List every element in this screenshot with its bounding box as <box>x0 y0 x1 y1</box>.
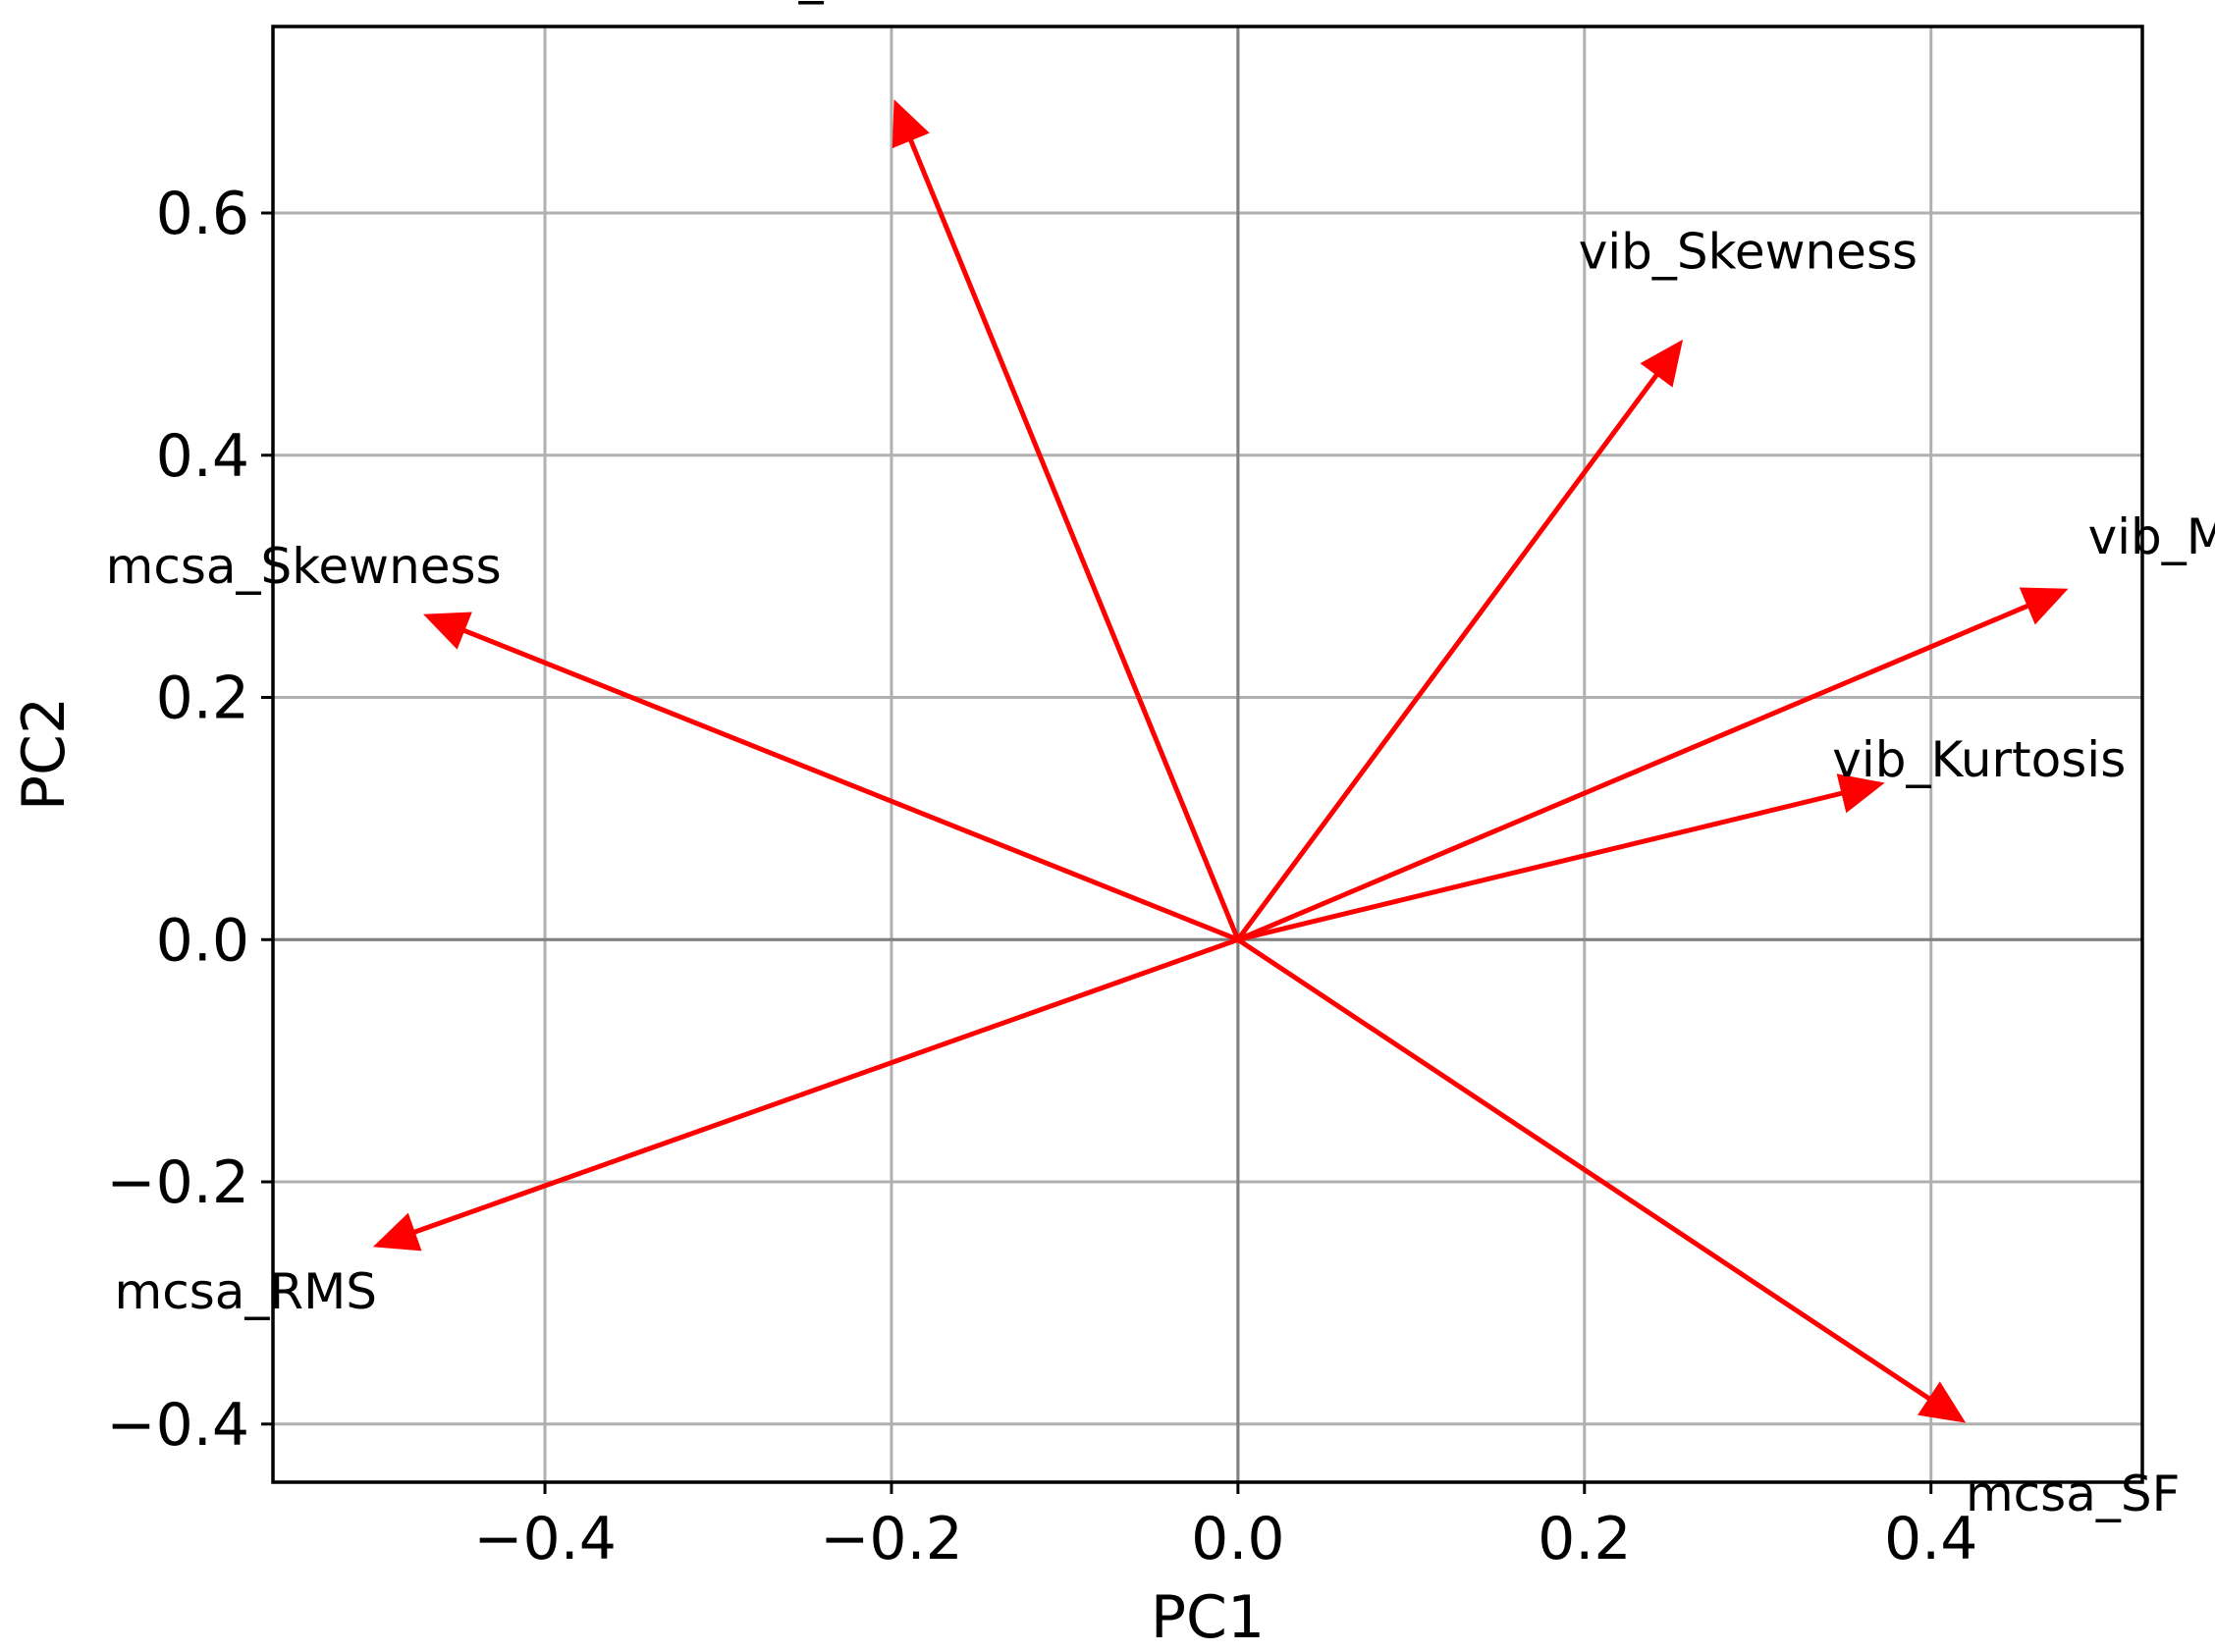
arrow-shaft-mcsa-skewness <box>462 627 1239 942</box>
x-tick-label: −0.2 <box>820 1505 963 1573</box>
vector-label-vib-skewness: vib_Skewness <box>1579 223 1918 280</box>
vector-label-mcsa-skewness: mcsa_Skewness <box>106 538 502 595</box>
plot-frame <box>271 25 2144 1484</box>
arrow-layer <box>372 99 2069 1423</box>
x-tick-label: −0.4 <box>473 1505 617 1573</box>
vector-label-vib-mav: vib_MAV <box>2088 508 2215 565</box>
y-ticks: −0.4 −0.2 0.0 0.2 0.4 0.6 <box>106 180 273 1460</box>
x-tick-label: 0.4 <box>1884 1505 1977 1573</box>
y-tick-label: 0.6 <box>156 180 249 248</box>
vector-label-mcsa-kurtosis: mcsa_Kurtosis <box>669 0 1019 4</box>
x-ticks: −0.4 −0.2 0.0 0.2 0.4 <box>473 1482 1977 1573</box>
arrow-head-vib-skewness <box>1640 339 1684 388</box>
x-axis-title: PC1 <box>1151 1583 1265 1652</box>
arrow-shaft-mcsa-rms <box>412 936 1239 1235</box>
y-tick-label: 0.4 <box>156 422 249 491</box>
y-tick-label: −0.4 <box>106 1391 249 1460</box>
arrow-head-vib-mav <box>2019 587 2069 625</box>
arrow-head-mcsa-sf <box>1918 1381 1967 1423</box>
arrow-shaft-vib-kurtosis <box>1237 790 1844 942</box>
x-tick-label: 0.0 <box>1191 1505 1284 1573</box>
vector-label-vib-kurtosis: vib_Kurtosis <box>1832 731 2126 788</box>
arrow-head-mcsa-skewness <box>423 612 472 650</box>
vector-label-mcsa-sf: mcsa_SF <box>1966 1465 2180 1522</box>
vector-label-mcsa-rms: mcsa_RMS <box>115 1263 378 1320</box>
arrow-shaft-mcsa-sf <box>1236 937 1931 1402</box>
plot-area <box>273 27 2142 1482</box>
y-tick-label: −0.2 <box>106 1148 249 1217</box>
arrow-shaft-vib-skewness <box>1235 373 1659 941</box>
x-tick-label: 0.2 <box>1538 1505 1631 1573</box>
y-tick-label: 0.2 <box>156 665 249 733</box>
y-tick-label: 0.0 <box>156 906 249 975</box>
arrow-head-vib-kurtosis <box>1836 773 1885 814</box>
arrow-head-mcsa-kurtosis <box>891 99 930 149</box>
y-axis-title: PC2 <box>10 697 79 811</box>
arrow-shaft-mcsa-kurtosis <box>908 138 1241 941</box>
vector-labels: mcsa_Kurtosisvib_Skewnessmcsa_Skewnessvi… <box>106 0 2215 1522</box>
arrow-shaft-vib-mav <box>1236 603 2029 942</box>
arrow-head-mcsa-rms <box>372 1212 422 1252</box>
zero-lines <box>273 27 2142 1482</box>
